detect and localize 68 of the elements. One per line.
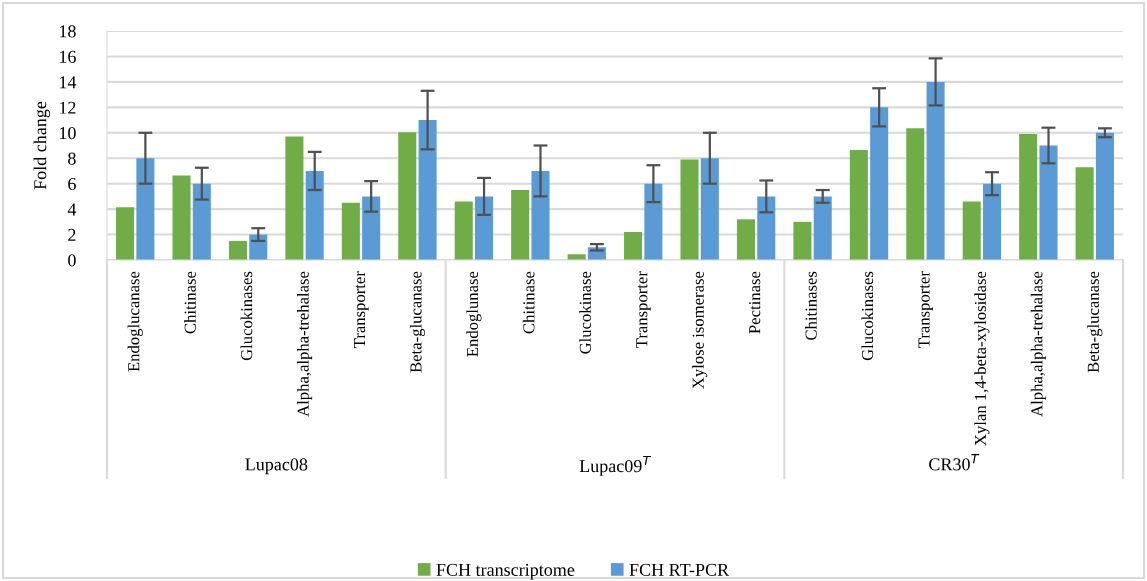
y-tick-label: 18 xyxy=(59,25,76,38)
bar xyxy=(398,132,417,260)
bar xyxy=(1019,134,1038,260)
x-tick-label: Xylan 1,4-beta-xylosidase xyxy=(974,271,990,446)
bar xyxy=(1075,167,1094,260)
text: Lupac08 xyxy=(245,458,308,475)
bar xyxy=(192,183,211,260)
x-tick-label: Chitinase xyxy=(184,271,196,334)
bar xyxy=(736,219,755,260)
x-tick-label: Pectinase xyxy=(749,271,761,334)
y-tick-label: 12 xyxy=(59,101,76,114)
bar xyxy=(418,120,437,260)
bar xyxy=(849,149,868,260)
x-tick-label: Glucokinases xyxy=(240,271,253,361)
bar xyxy=(116,207,135,260)
x-tick-label: Transporter xyxy=(636,271,651,348)
x-tick-label: Glucokinase xyxy=(579,271,591,354)
y-tick-label: 2 xyxy=(68,228,76,241)
x-tick-label: Beta-glucanase xyxy=(1087,271,1103,373)
bar xyxy=(757,196,776,260)
bar xyxy=(983,183,1002,260)
bar xyxy=(962,201,981,260)
bar xyxy=(870,107,889,260)
bar xyxy=(531,170,550,260)
x-tick-label: Alpha,alpha-trehalase xyxy=(297,271,313,417)
x-tick-label: Endoglucanase xyxy=(127,271,143,372)
legend-label: FCH RT-PCR xyxy=(629,563,730,576)
x-tick-label: Transporter xyxy=(354,271,369,348)
y-tick-label: 8 xyxy=(68,152,76,165)
bar xyxy=(172,175,191,260)
bar xyxy=(285,136,304,260)
y-tick-label: 6 xyxy=(68,177,76,191)
x-tick-label: Glucokinases xyxy=(861,271,874,361)
x-tick-label: Transporter xyxy=(918,271,933,348)
bar xyxy=(1039,145,1058,260)
bar xyxy=(475,196,494,260)
bar xyxy=(624,232,643,260)
bar xyxy=(454,201,473,260)
x-tick-label: Chitinase xyxy=(522,271,535,334)
bar xyxy=(249,234,268,260)
text: Lupac09$^{T}$ xyxy=(579,455,652,476)
bar xyxy=(511,190,530,260)
bar xyxy=(700,158,719,260)
y-tick-label: 4 xyxy=(67,203,77,216)
x-tick-label: Xylose isomerase xyxy=(692,271,708,389)
bar xyxy=(644,183,663,260)
x-tick-label: Beta-glucanase xyxy=(409,271,426,373)
y-tick-label: 0 xyxy=(68,254,76,267)
x-tick-label: Chitinases xyxy=(805,271,817,340)
text: CR30$^{T}$ xyxy=(929,454,980,471)
y-tick-label: 10 xyxy=(59,127,76,140)
bar xyxy=(926,81,945,260)
y-tick-label: 14 xyxy=(59,76,77,89)
bar xyxy=(228,240,247,260)
bar xyxy=(680,159,699,260)
x-tick-label: Alpha,alpha-trehalase xyxy=(1030,271,1046,417)
bar xyxy=(906,128,925,260)
bar xyxy=(305,170,324,260)
bar xyxy=(1095,132,1114,260)
bar xyxy=(341,202,360,260)
legend-label: FCH transcriptome xyxy=(436,563,575,580)
bar xyxy=(793,221,812,260)
x-tick-label: Endoglunase xyxy=(466,271,482,357)
y-axis-title: Fold change xyxy=(33,101,51,190)
bar xyxy=(362,196,381,260)
bar xyxy=(136,158,155,260)
bar xyxy=(813,196,832,260)
y-tick-label: 16 xyxy=(59,50,76,63)
